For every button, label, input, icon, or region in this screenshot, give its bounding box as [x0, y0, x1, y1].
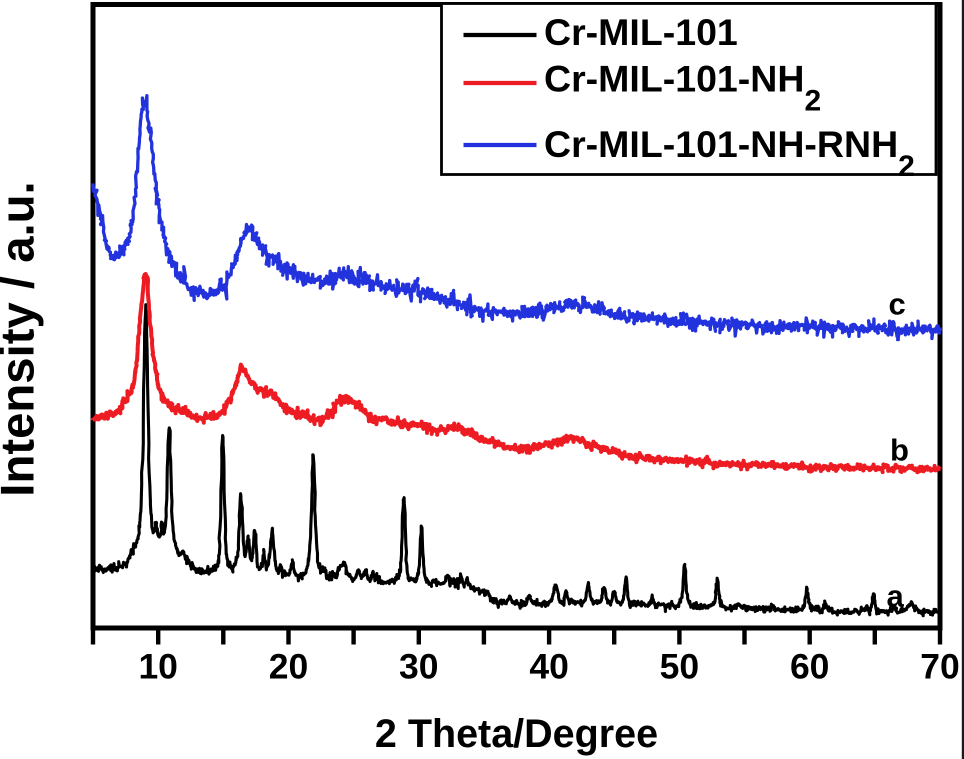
svg-text:50: 50 — [660, 647, 700, 687]
svg-text:40: 40 — [529, 647, 569, 687]
svg-text:20: 20 — [269, 647, 309, 687]
svg-text:Cr-MIL-101: Cr-MIL-101 — [544, 11, 738, 53]
svg-text:10: 10 — [138, 647, 178, 687]
svg-text:30: 30 — [399, 647, 439, 687]
svg-text:b: b — [890, 433, 909, 468]
svg-text:Intensity / a.u.: Intensity / a.u. — [0, 181, 45, 496]
svg-text:2 Theta/Degree: 2 Theta/Degree — [375, 712, 658, 756]
svg-text:60: 60 — [790, 647, 830, 687]
svg-text:c: c — [889, 287, 906, 322]
svg-text:a: a — [887, 579, 905, 614]
svg-text:70: 70 — [920, 647, 960, 687]
